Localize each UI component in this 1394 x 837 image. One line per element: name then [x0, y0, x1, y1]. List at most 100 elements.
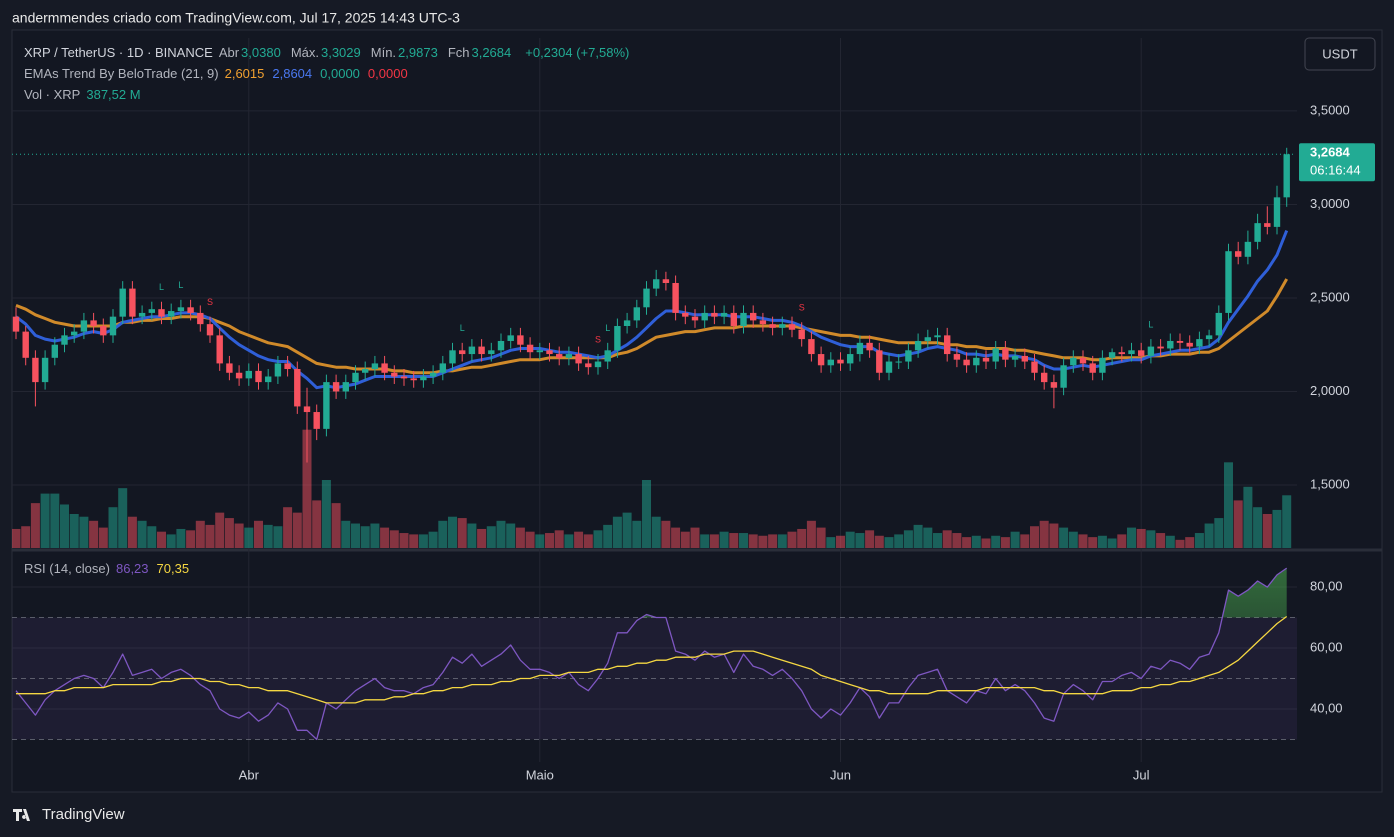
candle-body	[1108, 352, 1116, 358]
volume-bar	[176, 528, 186, 548]
volume-bar	[1039, 520, 1049, 548]
candle-body	[61, 335, 68, 345]
volume-bar	[777, 534, 787, 548]
volume-bar	[127, 516, 137, 548]
volume-bar	[477, 528, 487, 548]
volume-bar	[991, 535, 1001, 548]
price-tag-countdown: 06:16:44	[1310, 163, 1361, 178]
candle-body	[1167, 340, 1174, 349]
volume-bar	[1204, 523, 1214, 548]
candle-body	[100, 326, 107, 336]
candle-body	[1041, 372, 1048, 383]
candle-body	[119, 288, 126, 317]
line	[15, 567, 1288, 741]
volume-bar	[525, 531, 535, 548]
candle-body	[769, 324, 776, 328]
candle-body	[575, 354, 582, 364]
volume-bar	[787, 531, 797, 548]
candle-body	[410, 378, 417, 381]
candle-body	[429, 372, 437, 377]
rsi-value: 86,23	[115, 561, 149, 576]
y-tick-label: 80,00	[1310, 578, 1343, 593]
volume-bar	[1282, 495, 1292, 548]
candle-body	[138, 312, 146, 317]
volume-bar	[952, 533, 962, 548]
candle-body	[1244, 241, 1252, 257]
candle-body	[197, 312, 204, 325]
x-tick-label: Maio	[526, 767, 554, 782]
candle-body	[992, 348, 999, 362]
candle-body	[255, 370, 262, 383]
candle-body	[556, 354, 563, 358]
volume-bar	[981, 538, 991, 548]
candle-body	[963, 359, 970, 366]
candle-body	[1254, 223, 1261, 242]
volume-bar	[1136, 528, 1146, 548]
candle-body	[682, 312, 689, 317]
candle-body	[41, 357, 49, 383]
candle-body	[672, 282, 679, 313]
candle-body	[779, 324, 786, 328]
volume-bar	[739, 533, 748, 548]
volume-bar	[642, 480, 651, 548]
ohlc-legend: Abr 3,0380 Máx. 3,3029 Mín. 2,9873 Fch 3,2684	[219, 45, 519, 60]
signal-label: L	[1148, 319, 1153, 329]
candle-body	[362, 369, 369, 373]
volume-bar	[1000, 537, 1010, 548]
line	[16, 615, 1288, 704]
button-label[interactable]: USDT	[1322, 46, 1357, 61]
candle-body	[1196, 339, 1203, 347]
y-tick-label: 40,00	[1310, 700, 1343, 715]
candle-body	[274, 363, 282, 377]
candle-body	[478, 346, 485, 355]
candle-body	[294, 369, 301, 407]
candle-body	[1002, 348, 1009, 360]
candle-body	[944, 335, 951, 355]
candle-body	[1186, 342, 1193, 347]
volume-bar	[1020, 534, 1030, 548]
volume-bar	[729, 533, 739, 548]
candle-body	[109, 316, 117, 336]
volume-bar	[1262, 514, 1272, 548]
candle-body	[623, 320, 631, 327]
candle-body	[1118, 352, 1125, 355]
indicator-value: 0,0000	[367, 66, 408, 81]
candle-body	[788, 324, 796, 330]
candle-body	[468, 346, 476, 355]
candle-body	[371, 363, 379, 370]
indicator-value: 0,0000	[320, 66, 360, 81]
volume-bar	[351, 523, 360, 548]
volume-bar	[409, 534, 419, 548]
y-tick-label: 2,0000	[1310, 383, 1350, 398]
rsi-value: 70,35	[156, 561, 190, 576]
volume-bar	[632, 520, 642, 548]
candle-body	[1264, 223, 1271, 227]
volume-bar	[312, 500, 322, 548]
volume-bar	[380, 527, 390, 548]
signal-label: S	[595, 334, 601, 344]
candle-body	[536, 350, 543, 353]
volume-bar	[612, 516, 622, 548]
candle-body	[1147, 346, 1155, 356]
candle-body	[381, 363, 388, 373]
volume-legend: Vol · XRP 387,52 M	[24, 87, 141, 102]
volume-bar	[806, 520, 816, 548]
candle-body	[817, 354, 825, 366]
volume-bar	[321, 480, 331, 548]
volume-bar	[254, 520, 263, 548]
volume-bar	[496, 520, 506, 548]
volume-bar	[195, 520, 205, 548]
candle-body	[22, 331, 29, 358]
candle-body	[876, 350, 883, 373]
x-tick-label: Abr	[239, 767, 260, 782]
candle-body	[1070, 357, 1077, 366]
indicator-legend: EMAs Trend By BeloTrade (21, 9) 2,6015 2,…	[24, 66, 408, 81]
candle-body	[827, 359, 834, 366]
button-frame[interactable]	[1304, 37, 1376, 71]
volume-bar	[244, 527, 254, 548]
candle-body	[488, 350, 495, 355]
volume-bar	[331, 503, 341, 548]
candle-body	[1205, 335, 1213, 340]
currency-button[interactable]: USDT	[1304, 37, 1376, 71]
signal-label: S	[799, 303, 805, 313]
